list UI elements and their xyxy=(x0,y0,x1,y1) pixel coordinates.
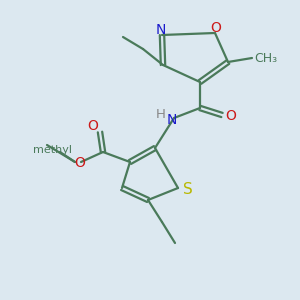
Text: O: O xyxy=(88,119,98,133)
Text: O: O xyxy=(211,21,221,35)
Text: CH₃: CH₃ xyxy=(254,52,278,64)
Text: H: H xyxy=(156,107,166,121)
Text: O: O xyxy=(226,109,236,123)
Text: methyl: methyl xyxy=(34,145,73,155)
Text: N: N xyxy=(167,113,177,127)
Text: N: N xyxy=(156,23,166,37)
Text: O: O xyxy=(75,156,86,170)
Text: S: S xyxy=(183,182,193,196)
